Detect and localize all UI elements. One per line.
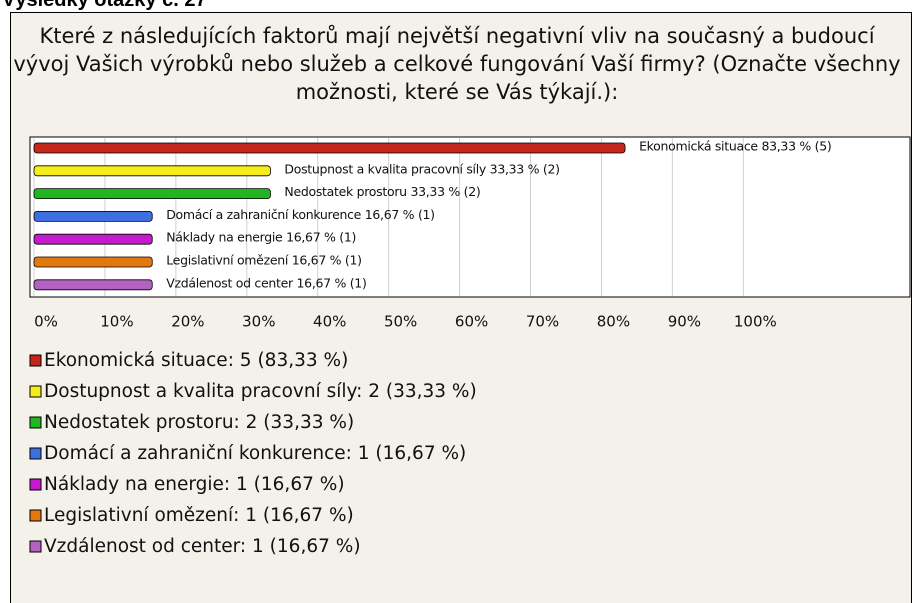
x-tick-label: 30%	[242, 313, 275, 331]
bar	[33, 279, 153, 291]
legend-swatch	[29, 416, 42, 429]
legend-swatch	[29, 354, 42, 367]
page-heading: Výsledky otázky č. 27	[2, 0, 207, 11]
x-tick-label: 40%	[313, 313, 346, 331]
bar-label: Nedostatek prostoru 33,33 % (2)	[284, 184, 480, 199]
x-tick-label: 80%	[597, 313, 630, 331]
bar-label: Legislativní omězení 16,67 % (1)	[166, 253, 361, 268]
bar-label: Domácí a zahraniční konkurence 16,67 % (…	[166, 207, 435, 222]
legend-swatch	[29, 509, 42, 522]
bar	[33, 210, 153, 222]
chart-title: Které z následujících faktorů mají nejvě…	[13, 24, 901, 104]
legend-label: Domácí a zahraniční konkurence: 1 (16,67…	[44, 443, 466, 464]
legend-label: Náklady na energie: 1 (16,67 %)	[44, 474, 345, 495]
legend-label: Legislativní omězení: 1 (16,67 %)	[44, 505, 354, 526]
x-tick-label: 90%	[668, 313, 701, 331]
bar	[33, 256, 153, 268]
x-tick-label: 50%	[384, 313, 417, 331]
bar	[33, 142, 626, 154]
bar-label: Náklady na energie 16,67 % (1)	[166, 230, 356, 245]
question-panel	[10, 12, 912, 603]
x-tick-label: 20%	[171, 313, 204, 331]
legend-swatch	[29, 478, 42, 491]
plot-area	[29, 136, 911, 298]
bar	[33, 188, 271, 200]
legend-swatch	[29, 447, 42, 460]
legend-swatch	[29, 540, 42, 553]
legend-label: Vzdálenost od center: 1 (16,67 %)	[44, 536, 361, 557]
legend-label: Ekonomická situace: 5 (83,33 %)	[44, 350, 348, 371]
bar-label: Vzdálenost od center 16,67 % (1)	[166, 275, 366, 290]
x-tick-label: 70%	[526, 313, 559, 331]
bar	[33, 165, 271, 177]
x-tick-label: 10%	[100, 313, 133, 331]
legend-label: Nedostatek prostoru: 2 (33,33 %)	[44, 412, 354, 433]
bar-label: Ekonomická situace 83,33 % (5)	[639, 139, 831, 154]
bar-label: Dostupnost a kvalita pracovní síly 33,33…	[284, 161, 559, 176]
x-tick-label: 60%	[455, 313, 488, 331]
legend-swatch	[29, 385, 42, 398]
bar	[33, 233, 153, 245]
x-tick-label: 100%	[734, 313, 777, 331]
legend-label: Dostupnost a kvalita pracovní síly: 2 (3…	[44, 381, 477, 402]
x-tick-label: 0%	[34, 313, 58, 331]
